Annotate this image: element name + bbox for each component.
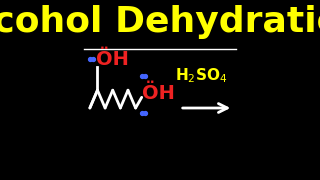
Text: ÖH: ÖH [96,50,129,69]
Text: ÖH: ÖH [142,84,175,103]
Text: Alcohol Dehydration: Alcohol Dehydration [0,5,320,39]
Text: H$_2$SO$_4$: H$_2$SO$_4$ [175,67,227,85]
